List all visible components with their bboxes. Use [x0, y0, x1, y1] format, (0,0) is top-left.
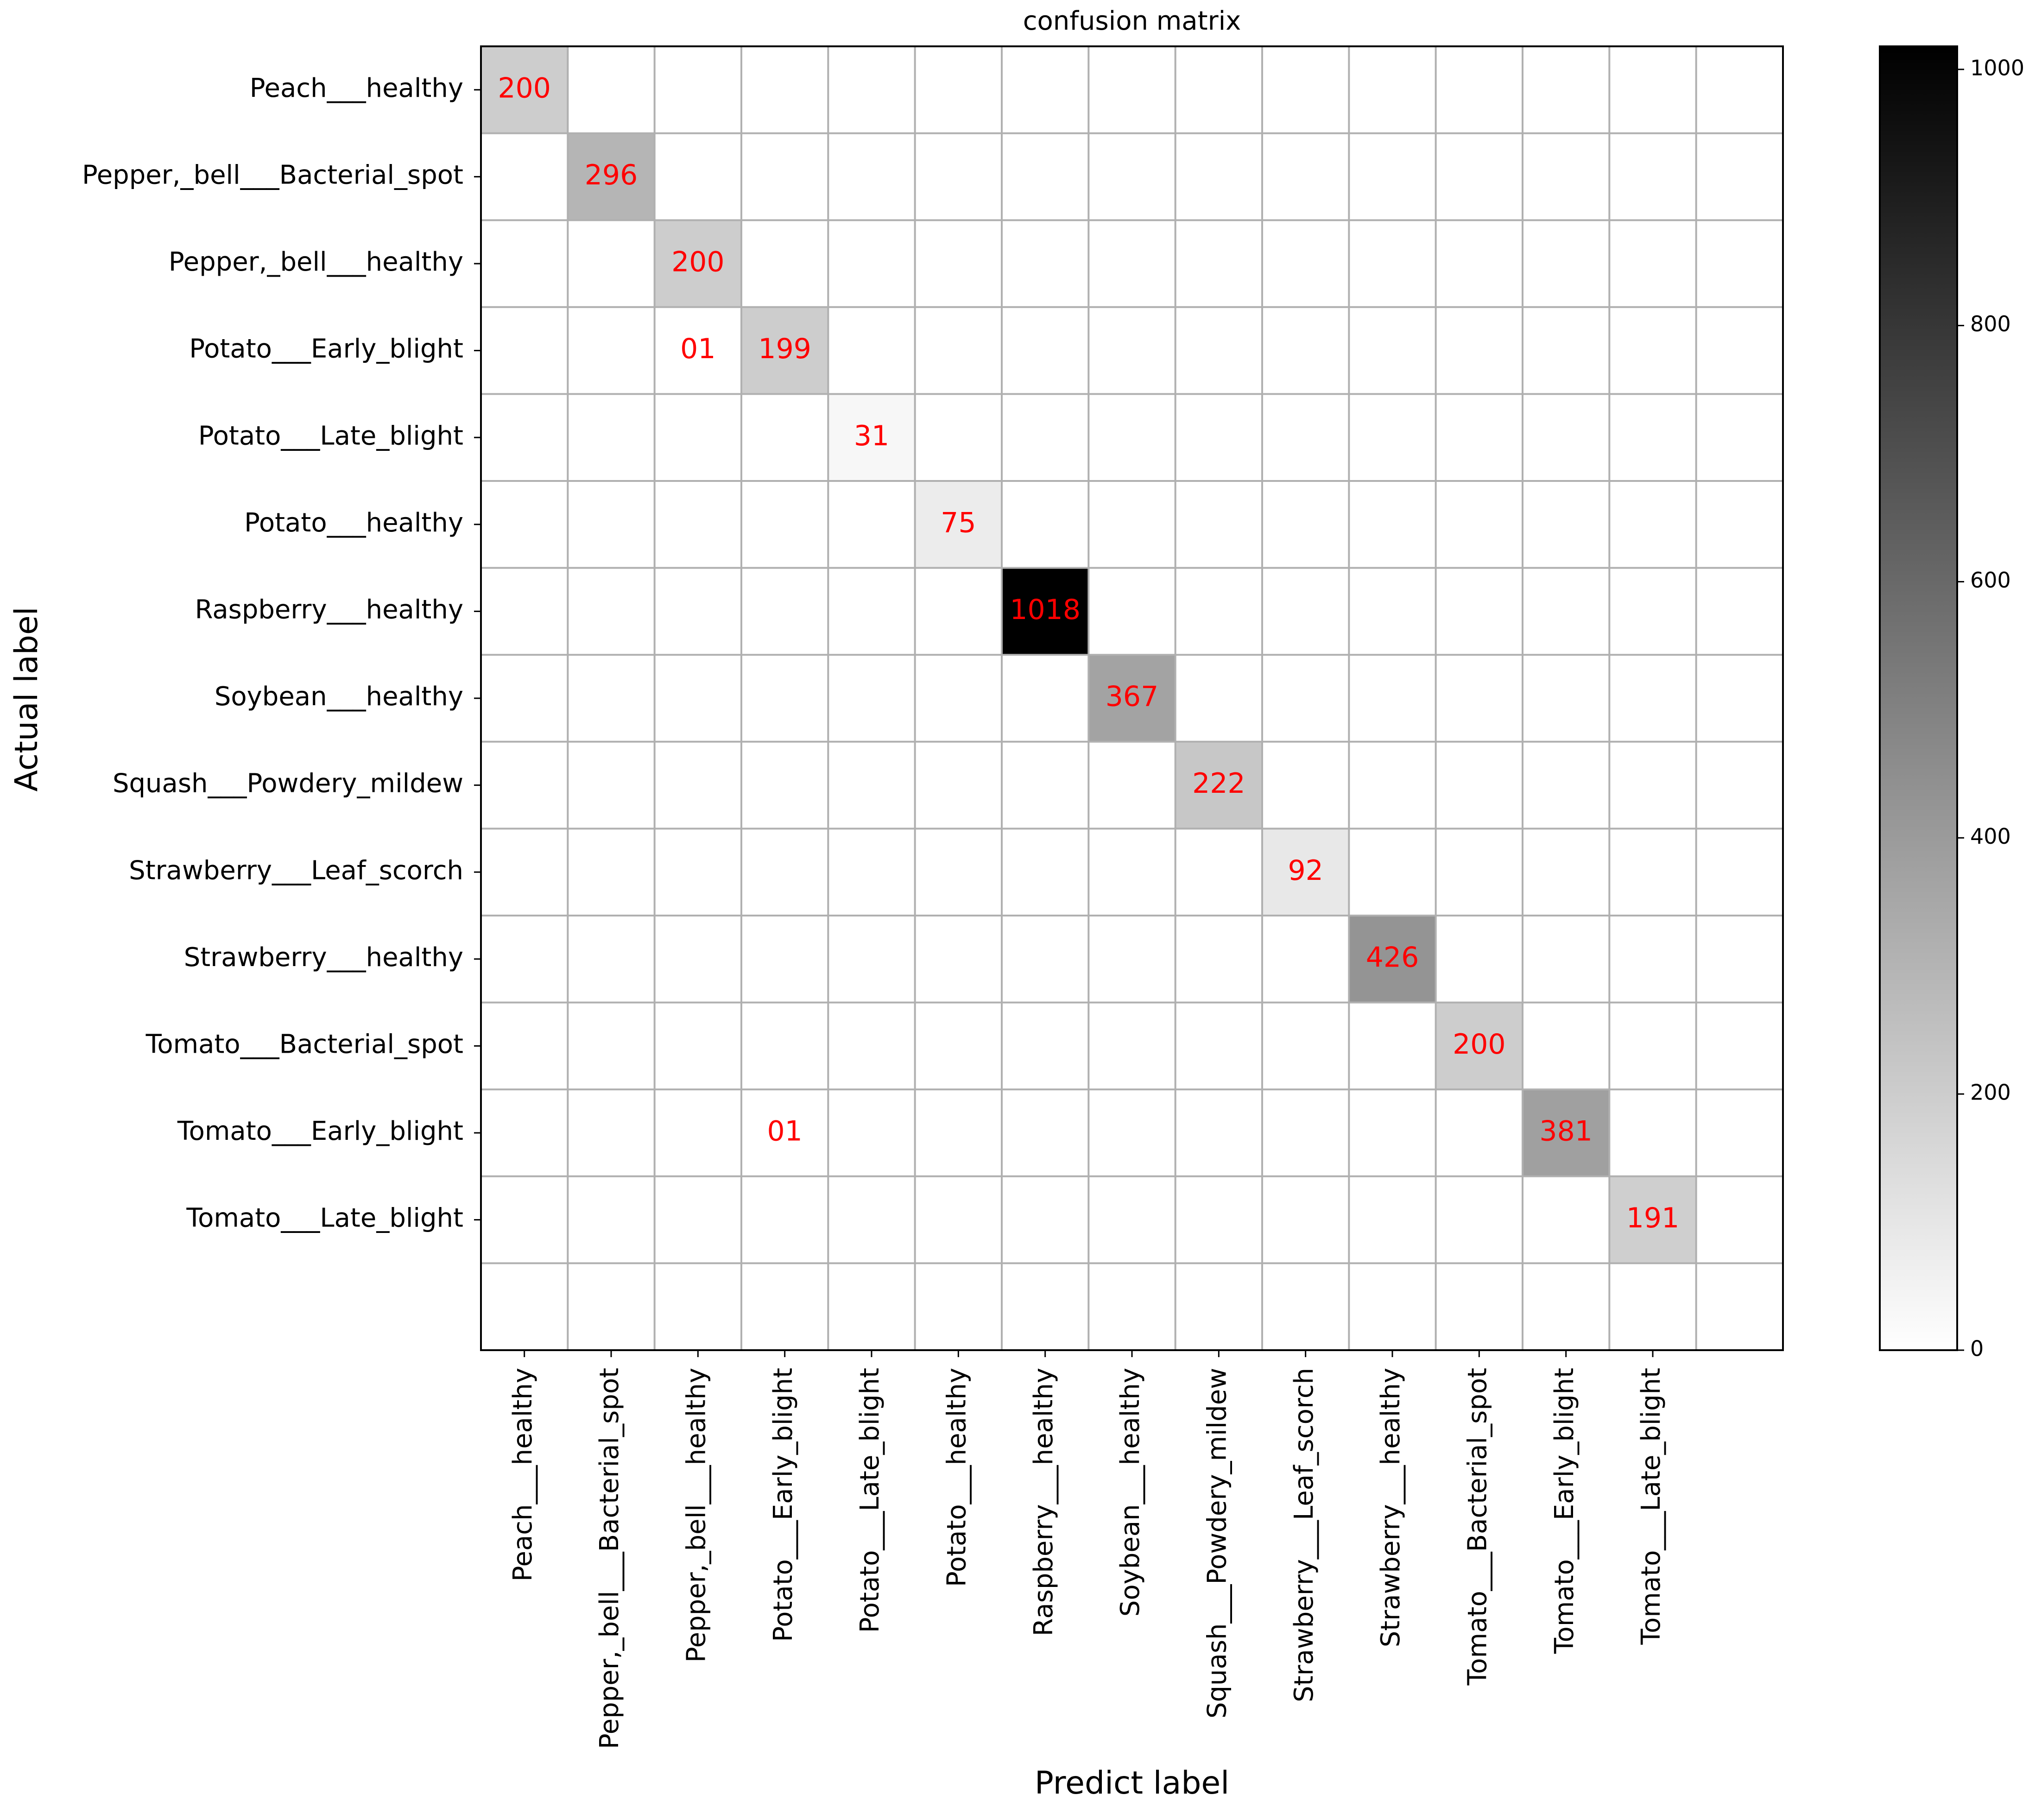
- y-tick-label: Pepper,_bell___healthy: [169, 247, 463, 277]
- x-tick-label: Peach___healthy: [508, 1368, 538, 1581]
- x-tick-label: Potato___Early_blight: [768, 1368, 798, 1642]
- heatmap-cell: [654, 220, 741, 307]
- x-tick-label: Strawberry___Leaf_scorch: [1289, 1368, 1319, 1702]
- cell-value-label: 200: [1453, 1028, 1506, 1061]
- y-tick-label: Tomato___Bacterial_spot: [145, 1030, 463, 1060]
- heatmap-cell: [1435, 1002, 1523, 1090]
- heatmap-cell: [915, 481, 1002, 568]
- colorbar-gradient: [1879, 45, 1958, 1351]
- cell-value-label: 31: [854, 420, 889, 452]
- heatmap-cell: [1088, 655, 1176, 742]
- heatmap-cells: [481, 46, 1696, 1264]
- x-axis-label: Predict label: [1035, 1765, 1229, 1801]
- y-tick-label: Pepper,_bell___Bacterial_spot: [82, 160, 463, 190]
- x-tick-label: Raspberry___healthy: [1029, 1368, 1059, 1636]
- y-tick-label: Soybean___healthy: [215, 682, 463, 712]
- heatmap-cell: [654, 307, 741, 394]
- y-axis-label: Actual label: [8, 607, 45, 791]
- x-tick-label: Pepper,_bell___healthy: [681, 1368, 711, 1662]
- colorbar-tick-label: 600: [1970, 568, 2011, 593]
- y-tick-labels: Peach___healthy Pepper,_bell___Bacterial_…: [82, 73, 481, 1233]
- heatmap-cell: [1523, 1089, 1610, 1176]
- cell-annotations: 200 296 200 01 199 31 75 1018 367 222 92 426 200 01 38…: [498, 72, 1679, 1234]
- y-tick-label: Potato___healthy: [244, 508, 463, 538]
- x-tick-label: Tomato___Bacterial_spot: [1462, 1368, 1492, 1686]
- y-tick-label: Squash___Powdery_mildew: [113, 769, 463, 799]
- x-tick-label: Tomato___Late_blight: [1636, 1368, 1666, 1645]
- cell-value-label: 367: [1106, 681, 1159, 713]
- y-tick-label: Potato___Early_blight: [189, 334, 463, 364]
- colorbar-tick-label: 400: [1970, 824, 2011, 849]
- x-tick-label: Tomato___Early_blight: [1549, 1368, 1580, 1654]
- heatmap-cell: [741, 1089, 828, 1176]
- x-tick-label: Potato___healthy: [942, 1368, 972, 1587]
- x-tick-label: Potato___Late_blight: [855, 1368, 885, 1633]
- heatmap-cell: [828, 394, 915, 481]
- colorbar-tick-label: 200: [1970, 1080, 2011, 1105]
- cell-value-label: 01: [767, 1115, 802, 1148]
- heatmap-cell: [1175, 741, 1262, 829]
- x-tick-label: Pepper,_bell___Bacterial_spot: [594, 1368, 625, 1749]
- heatmap-cell: [1002, 568, 1089, 655]
- colorbar-tick-label: 1000: [1970, 55, 2024, 80]
- heatmap-cell: [1262, 828, 1349, 916]
- y-tick-label: Tomato___Early_blight: [177, 1116, 463, 1146]
- cell-value-label: 199: [758, 333, 811, 365]
- cell-value-label: 92: [1288, 854, 1323, 887]
- x-tick-label: Soybean___healthy: [1115, 1368, 1145, 1617]
- cell-value-label: 426: [1366, 941, 1419, 973]
- heatmap-gridlines: [481, 46, 1783, 1350]
- x-tick-label: Squash___Powdery_mildew: [1202, 1368, 1232, 1719]
- cell-value-label: 75: [941, 506, 976, 539]
- colorbar-tick-label: 800: [1970, 311, 2011, 336]
- cell-value-label: 296: [585, 159, 638, 191]
- cell-value-label: 200: [498, 72, 551, 104]
- y-tick-label: Tomato___Late_blight: [186, 1203, 463, 1233]
- cell-value-label: 01: [680, 333, 715, 365]
- chart-title: confusion matrix: [1023, 6, 1241, 36]
- x-tick-labels: Peach___healthy Pepper,_bell___Bacterial_…: [508, 1350, 1666, 1749]
- cell-value-label: 1018: [1010, 594, 1081, 626]
- cell-value-label: 381: [1539, 1115, 1593, 1148]
- y-tick-label: Peach___healthy: [250, 73, 463, 103]
- y-tick-label: Potato___Late_blight: [198, 421, 463, 451]
- colorbar-tick-label: 0: [1970, 1336, 1984, 1361]
- heatmap-cell: [568, 133, 655, 221]
- cell-value-label: 191: [1626, 1202, 1680, 1234]
- cell-value-label: 200: [671, 246, 725, 278]
- cell-value-label: 222: [1192, 767, 1245, 800]
- heatmap-cell: [1609, 1176, 1696, 1264]
- heatmap-cell: [1349, 916, 1436, 1003]
- y-tick-label: Strawberry___Leaf_scorch: [129, 855, 463, 885]
- y-tick-label: Strawberry___healthy: [184, 942, 463, 973]
- heatmap-cell: [741, 307, 828, 394]
- x-tick-label: Strawberry___healthy: [1376, 1368, 1406, 1647]
- heatmap-cell: [481, 46, 568, 133]
- colorbar: 0 200 400 600 800 1000: [1879, 45, 2024, 1361]
- y-tick-label: Raspberry___healthy: [195, 595, 463, 625]
